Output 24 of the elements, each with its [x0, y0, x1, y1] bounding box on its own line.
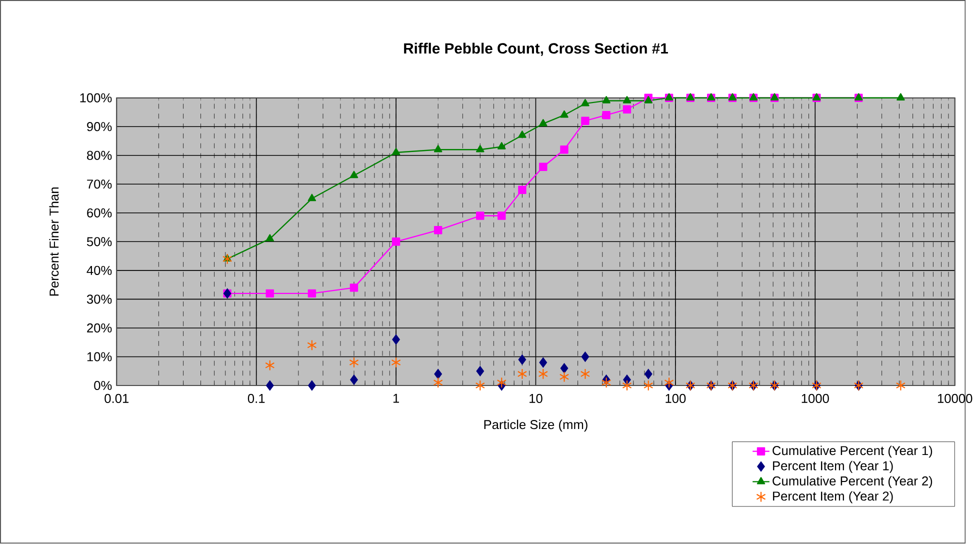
y-tick-label: 20%: [87, 324, 112, 333]
x-tick-label: 100: [666, 394, 686, 404]
legend-label: Percent Item (Year 2): [773, 491, 893, 504]
y-tick-label: 10%: [87, 352, 112, 362]
x-axis-title: Particle Size (mm): [484, 420, 588, 432]
y-tick-label: 80%: [86, 150, 112, 160]
legend-label: Percent Item (Year 1): [773, 461, 893, 474]
y-tick-label: 0%: [94, 381, 112, 390]
x-tick-label: 0.01: [104, 394, 129, 404]
x-tick-label: 0.1: [248, 394, 265, 404]
chart-title: Riffle Pebble Count, Cross Section #1: [404, 42, 668, 56]
y-tick-label: 60%: [87, 208, 112, 218]
legend-label: Cumulative Percent (Year 1): [772, 446, 932, 458]
y-axis-title: Percent Finer Than: [49, 188, 59, 296]
x-tick-label: 1: [393, 394, 399, 403]
x-tick-label: 1000: [802, 394, 829, 404]
y-tick-label: 40%: [86, 266, 112, 276]
y-tick-label: 90%: [87, 122, 112, 132]
legend-label: Cumulative Percent (Year 2): [772, 476, 932, 488]
y-tick-label: 50%: [86, 237, 112, 246]
x-tick-label: 10: [530, 394, 542, 404]
y-tick-label: 100%: [80, 93, 112, 103]
y-tick-label: 30%: [86, 294, 112, 304]
y-tick-label: 70%: [87, 180, 112, 189]
